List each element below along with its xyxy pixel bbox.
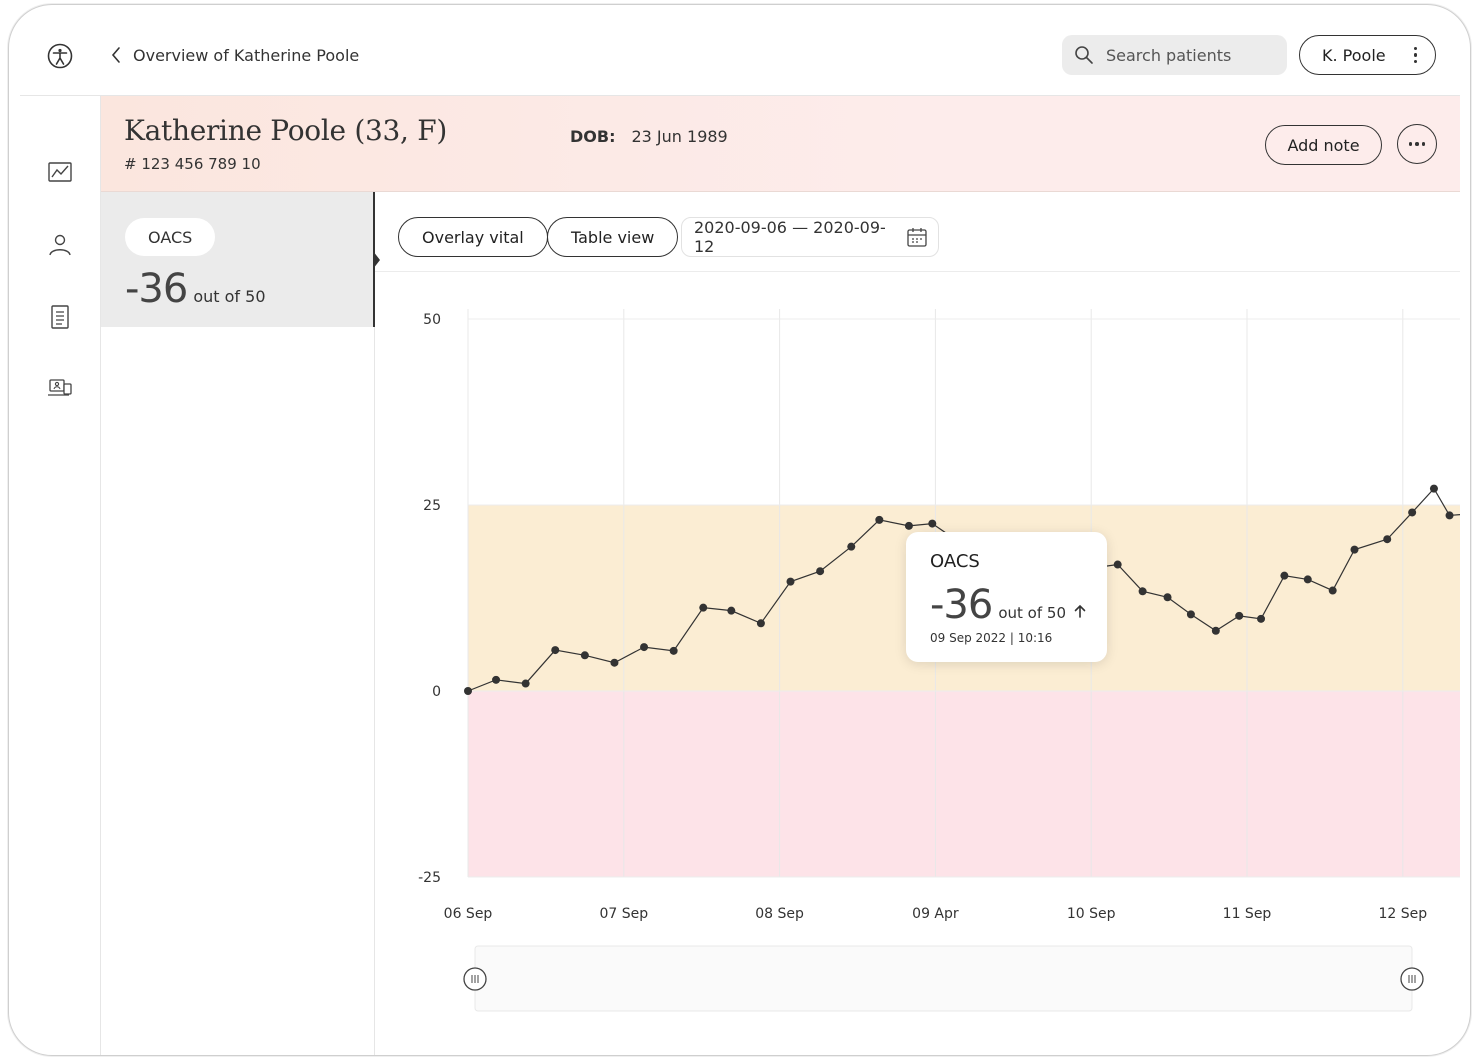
document-icon[interactable] xyxy=(47,304,73,330)
back-label: Overview of Katherine Poole xyxy=(133,45,360,65)
user-menu-button[interactable]: K. Poole xyxy=(1299,35,1436,75)
date-range-value: 2020-09-06 — 2020-09-12 xyxy=(694,218,886,256)
data-point xyxy=(756,619,765,628)
vital-list: OACS -36 out of 50 xyxy=(101,192,375,1055)
more-dot xyxy=(1415,142,1419,146)
data-point xyxy=(1186,610,1195,619)
data-point xyxy=(786,577,795,586)
tooltip-value: -36 xyxy=(930,582,993,628)
data-point xyxy=(551,646,560,655)
overlay-vital-button[interactable]: Overlay vital xyxy=(398,217,548,257)
x-tick-label: 12 Sep xyxy=(1378,906,1427,922)
data-point xyxy=(1328,586,1337,595)
date-range-picker[interactable]: 2020-09-06 — 2020-09-12 xyxy=(681,217,939,257)
data-point xyxy=(1303,575,1312,584)
accessibility-logo-icon[interactable] xyxy=(47,43,73,69)
add-note-button[interactable]: Add note xyxy=(1265,125,1382,165)
y-tick-label: 50 xyxy=(423,312,441,328)
tooltip-unit: out of 50 xyxy=(998,604,1066,622)
data-point xyxy=(699,603,708,612)
data-point xyxy=(669,646,678,655)
x-tick-label: 07 Sep xyxy=(599,906,648,922)
arrow-up-icon xyxy=(1074,604,1086,618)
data-point xyxy=(1138,587,1147,596)
chart-tooltip: OACS -36 out of 50 09 Sep 2022 | 10:16 xyxy=(906,532,1107,662)
search-icon xyxy=(1075,46,1093,64)
x-tick-label: 09 Apr xyxy=(912,906,959,922)
data-point xyxy=(1445,511,1454,520)
search-input[interactable] xyxy=(1106,45,1266,65)
data-point xyxy=(1429,484,1438,493)
data-point xyxy=(640,643,649,652)
range-slider-track xyxy=(474,945,1413,1012)
data-point xyxy=(580,651,589,660)
data-point xyxy=(1211,626,1220,635)
user-name: K. Poole xyxy=(1322,45,1386,65)
vital-value-group: -36 out of 50 xyxy=(125,266,266,312)
vital-unit: out of 50 xyxy=(193,287,266,306)
more-dot xyxy=(1408,142,1413,146)
devices-icon[interactable] xyxy=(47,375,73,401)
tooltip-date: 09 Sep 2022 | 10:16 xyxy=(930,631,1053,645)
app-window: Overview of Katherine Poole K. Poole xyxy=(8,4,1471,1056)
dob-label: DOB: xyxy=(570,127,616,146)
data-point xyxy=(1257,614,1266,623)
tooltip-value-group: -36 out of 50 xyxy=(930,582,1086,628)
sidebar xyxy=(20,96,101,1055)
chart-icon[interactable] xyxy=(47,159,73,185)
person-icon[interactable] xyxy=(47,232,73,258)
more-options-button[interactable] xyxy=(1397,124,1437,164)
chevron-left-icon xyxy=(111,47,120,63)
data-point xyxy=(1280,571,1289,580)
data-point xyxy=(1113,560,1122,569)
data-point xyxy=(1235,611,1244,620)
data-point xyxy=(1350,545,1359,554)
data-point xyxy=(1408,508,1417,517)
calendar-icon xyxy=(907,228,927,247)
x-tick-label: 08 Sep xyxy=(755,906,804,922)
header-divider xyxy=(20,95,1460,96)
y-tick-label: 0 xyxy=(432,684,441,700)
x-tick-label: 10 Sep xyxy=(1067,906,1116,922)
data-point xyxy=(1163,593,1172,602)
back-link[interactable]: Overview of Katherine Poole xyxy=(109,45,359,65)
data-point xyxy=(464,687,472,695)
top-bar: Overview of Katherine Poole K. Poole xyxy=(9,5,1470,96)
data-point xyxy=(492,675,501,684)
kebab-menu-icon xyxy=(1413,46,1417,64)
data-point xyxy=(847,542,856,551)
x-tick-label: 06 Sep xyxy=(444,906,493,922)
data-point xyxy=(928,519,937,528)
data-point xyxy=(875,515,884,524)
patient-id: # 123 456 789 10 xyxy=(124,155,261,173)
x-tick-label: 11 Sep xyxy=(1223,906,1272,922)
search-box[interactable] xyxy=(1062,35,1287,75)
range-band xyxy=(468,691,1460,877)
vital-value: -36 xyxy=(125,266,188,312)
y-tick-label: 25 xyxy=(423,498,441,514)
oacs-line-chart: 06 Sep 07 Sep 08 Sep 09 Apr 10 Sep 11 Sep 12 S… xyxy=(418,309,1460,1012)
data-point xyxy=(1383,535,1392,544)
more-dot xyxy=(1421,142,1426,146)
patient-dob: DOB: 23 Jun 1989 xyxy=(570,127,728,146)
data-point xyxy=(727,606,736,615)
vital-chart: 06 Sep 07 Sep 08 Sep 09 Apr 10 Sep 11 Sep 12 S… xyxy=(375,272,1460,1055)
tooltip-title: OACS xyxy=(930,551,980,572)
patient-name: Katherine Poole (33, F) xyxy=(124,114,447,147)
data-point xyxy=(610,658,619,667)
patient-header: Katherine Poole (33, F) # 123 456 789 10… xyxy=(101,96,1460,192)
data-point xyxy=(521,679,530,688)
vital-name: OACS xyxy=(125,218,216,256)
data-point xyxy=(904,521,913,530)
table-view-button[interactable]: Table view xyxy=(547,217,679,257)
selected-card-pointer xyxy=(373,251,380,269)
vital-card-oacs[interactable]: OACS -36 out of 50 xyxy=(101,192,375,327)
y-tick-label: -25 xyxy=(418,870,441,886)
dob-value: 23 Jun 1989 xyxy=(631,127,728,146)
data-point xyxy=(816,567,825,576)
chart-toolbar: Overlay vital Table view 2020-09-06 — 20… xyxy=(375,192,1460,272)
